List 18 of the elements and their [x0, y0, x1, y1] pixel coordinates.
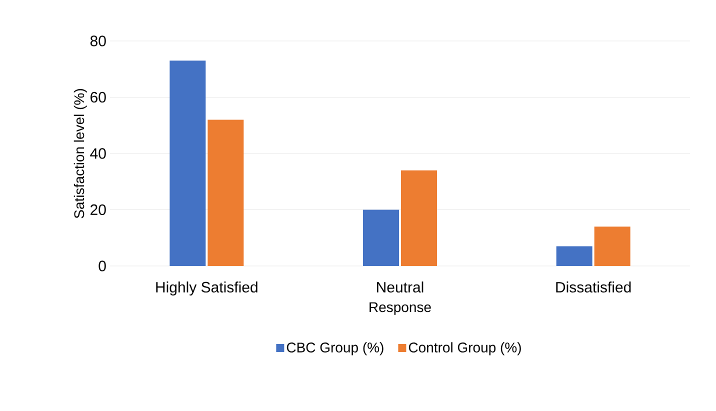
y-axis-title: Satisfaction level (%)	[74, 89, 87, 218]
y-tick-label: 0	[98, 260, 106, 272]
x-tick-label: Dissatisfied	[556, 282, 631, 293]
bar	[363, 210, 399, 266]
x-tick-label: Highly Satisfied	[156, 282, 258, 296]
bar	[401, 170, 437, 266]
y-tick-label: 60	[90, 92, 106, 103]
bar	[556, 246, 592, 266]
y-tick-label: 80	[90, 36, 106, 46]
y-tick-label: 40	[90, 148, 106, 159]
bar	[170, 60, 206, 266]
bar	[594, 226, 630, 266]
y-tick-label: 20	[90, 204, 106, 216]
legend-label: Control Group (%)	[408, 342, 521, 356]
x-axis-title: Response	[370, 302, 431, 315]
legend-label: CBC Group (%)	[286, 342, 384, 356]
x-tick-label: Neutral	[377, 282, 424, 293]
bar	[208, 120, 244, 266]
